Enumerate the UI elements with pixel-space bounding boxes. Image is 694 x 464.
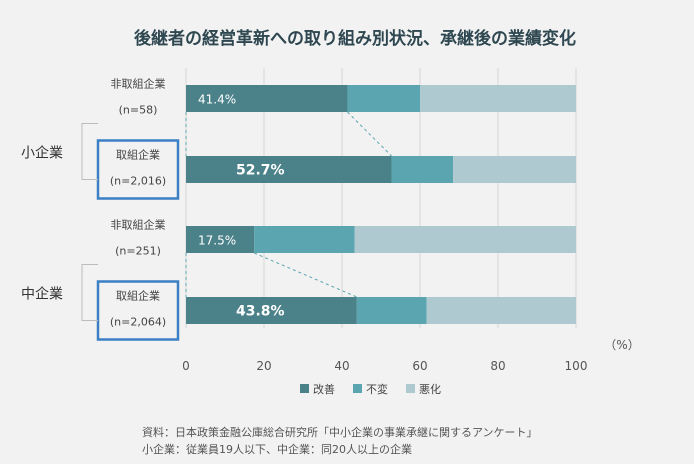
row-label-1: 取組企業: [116, 148, 160, 162]
row-n-0: (n=58): [119, 104, 158, 117]
bars: 41.4% 52.7% 17.5% 43.8%: [186, 85, 576, 324]
x-tick-label-3: 60: [412, 359, 427, 373]
row-label-2: 非取組企業: [111, 218, 166, 232]
legend-label-0: 改善: [313, 382, 335, 396]
legend: 改善 不変 悪化: [300, 382, 441, 396]
connector-line-improve-0: [347, 111, 392, 157]
row-n-2: (n=251): [115, 245, 161, 258]
bar-segment-0-1: [347, 85, 420, 112]
bar-segment-3-0: [186, 297, 357, 324]
x-tick-label-5: 100: [565, 359, 588, 373]
bar-segment-3-1: [356, 297, 427, 324]
x-tick-label-4: 80: [490, 359, 505, 373]
legend-swatch-0: [300, 384, 309, 393]
data-label-0: 41.4%: [198, 93, 236, 107]
data-label-2: 17.5%: [198, 234, 236, 248]
chart-title: 後継者の経営革新への取り組み別状況、承継後の業績変化: [134, 28, 576, 49]
legend-swatch-2: [406, 384, 415, 393]
bar-segment-2-0: [186, 226, 255, 253]
x-tick-label-2: 40: [334, 359, 349, 373]
bar-segment-1-0: [186, 156, 392, 183]
group-label-0: 小企業: [21, 145, 63, 162]
x-tick-label-0: 0: [182, 359, 190, 373]
highlight-box-3: [96, 280, 180, 341]
legend-label-2: 悪化: [419, 382, 441, 396]
row-n-1: (n=2,016): [110, 175, 166, 188]
source-line-2: 小企業：従業員19人以下、中企業：同20人以上の企業: [142, 442, 412, 456]
bar-segment-0-2: [420, 85, 576, 112]
connector-lines: [185, 111, 392, 298]
bar-segment-0-0: [186, 85, 348, 112]
highlight-box-1: [96, 139, 180, 200]
row-n-3: (n=2,064): [110, 316, 166, 329]
legend-swatch-1: [353, 384, 362, 393]
group-bracket-1: [81, 264, 98, 321]
group-bracket-0: [81, 123, 98, 180]
bar-segment-3-2: [426, 297, 576, 324]
group-label-1: 中企業: [21, 286, 63, 303]
row-label-0: 非取組企業: [111, 77, 166, 91]
row-label-3: 取組企業: [116, 289, 160, 303]
data-label-1: 52.7%: [236, 163, 285, 179]
x-tick-label-1: 20: [256, 359, 271, 373]
unit-label: （%）: [604, 338, 639, 352]
x-axis: 0 20 40 60 80 100: [182, 359, 587, 373]
bar-segment-1-1: [391, 156, 454, 183]
data-label-3: 43.8%: [236, 304, 285, 320]
connector-line-improve-1: [254, 252, 358, 298]
bar-segment-1-2: [453, 156, 576, 183]
row-labels: 非取組企業 (n=58) 取組企業 (n=2,016) 非取組企業 (n=251) 取組企業…: [96, 77, 180, 341]
bar-segment-2-1: [254, 226, 355, 253]
legend-label-1: 不変: [366, 382, 388, 396]
source-line-1: 資料：日本政策金融公庫総合研究所「中小企業の事業承継に関するアンケート」: [142, 425, 538, 439]
bar-segment-2-2: [354, 226, 576, 253]
